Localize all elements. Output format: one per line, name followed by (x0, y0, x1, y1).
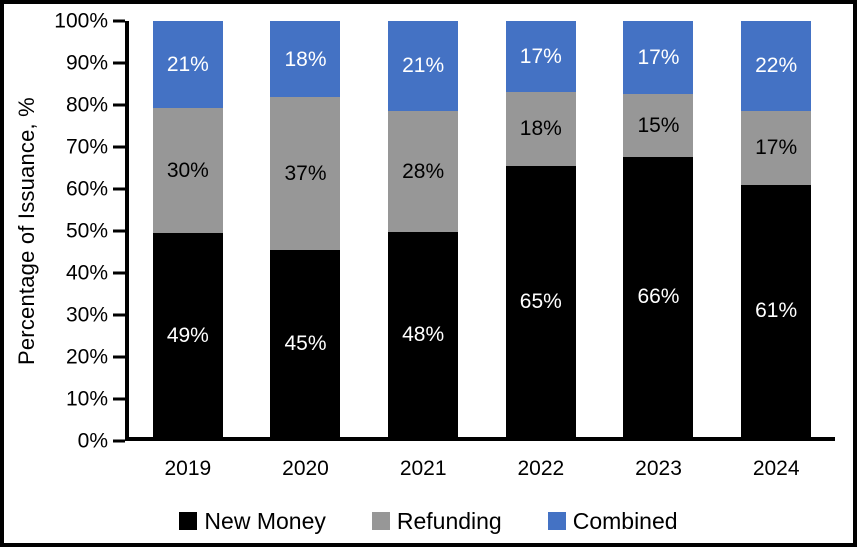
y-tick-mark (113, 187, 125, 191)
legend-item-refunding: Refunding (371, 507, 502, 534)
y-tick-mark (113, 229, 125, 233)
bar-value-label: 22% (755, 54, 798, 78)
y-axis-tick-marks (113, 19, 125, 443)
legend-label: Refunding (396, 507, 502, 534)
bar-value-label: 18% (519, 117, 562, 141)
bar-value-label: 45% (284, 332, 327, 356)
x-axis-label-2024: 2024 (752, 457, 800, 480)
y-axis-tick-labels: 100% 90% 80% 70% 60% 50% 40% 30% 20% 10% 0% (4, 11, 108, 452)
y-tick-label: 20% (65, 345, 108, 369)
bar-2020: 18% 37% 45% (270, 21, 341, 437)
y-tick-label: 10% (65, 387, 108, 411)
bar-segment-combined-2019: 21% (152, 21, 223, 108)
y-tick-mark (113, 271, 125, 275)
legend-swatch-refunding (371, 512, 390, 530)
bar-value-label: 61% (755, 299, 798, 323)
bar-2021: 21% 28% 48% (388, 21, 459, 437)
bar-segment-combined-2024: 22% (741, 21, 812, 111)
plot-area: 21% 30% 49% 18% 37% 45% 21% 28% 48% 17% 18% 65% 17% 1… (125, 21, 835, 441)
legend-label: Combined (572, 507, 678, 534)
bar-segment-combined-2021: 21% (388, 21, 459, 111)
x-axis-label-2021: 2021 (399, 457, 447, 480)
y-tick-label: 100% (54, 9, 108, 33)
y-tick-mark (113, 313, 125, 317)
bar-segment-new-money-2024: 61% (741, 184, 812, 437)
y-tick-label: 70% (65, 135, 108, 159)
y-tick-mark (113, 103, 125, 107)
legend-item-combined: Combined (547, 507, 678, 534)
bar-segment-refunding-2024: 17% (741, 110, 812, 185)
y-tick-mark (113, 61, 125, 65)
bar-value-label: 17% (519, 45, 562, 69)
bar-segment-combined-2022: 17% (505, 21, 576, 93)
bar-value-label: 48% (402, 322, 445, 346)
x-axis-label-2022: 2022 (517, 457, 565, 480)
y-tick-label: 90% (65, 51, 108, 75)
y-tick-mark (113, 439, 125, 443)
bar-segment-refunding-2022: 18% (505, 92, 576, 166)
y-tick-label: 80% (65, 93, 108, 117)
bar-segment-new-money-2019: 49% (152, 233, 223, 437)
y-tick-mark (113, 397, 125, 401)
x-axis-label-2019: 2019 (164, 457, 212, 480)
bar-segment-new-money-2020: 45% (270, 250, 341, 437)
legend-item-new-money: New Money (179, 507, 326, 534)
bar-value-label: 21% (166, 53, 209, 76)
bar-value-label: 17% (755, 136, 798, 160)
bar-value-label: 65% (519, 289, 562, 313)
y-tick-label: 0% (77, 429, 108, 453)
y-tick-mark (113, 145, 125, 149)
bar-value-label: 15% (637, 113, 680, 137)
y-tick-label: 60% (65, 177, 108, 201)
legend-swatch-new-money (179, 512, 198, 530)
bar-2019: 21% 30% 49% (152, 21, 223, 437)
y-tick-label: 50% (65, 219, 108, 243)
bar-2024: 22% 17% 61% (741, 21, 812, 437)
bar-value-label: 49% (166, 323, 209, 347)
y-tick-mark (113, 355, 125, 359)
bar-2022: 17% 18% 65% (505, 21, 576, 437)
bar-value-label: 30% (166, 159, 209, 183)
x-axis-label-2020: 2020 (282, 457, 329, 480)
bar-segment-new-money-2022: 65% (505, 165, 576, 437)
bar-2023: 17% 15% 66% (623, 21, 694, 437)
bar-value-label: 18% (284, 47, 327, 71)
bar-segment-refunding-2020: 37% (270, 97, 341, 251)
bar-value-label: 17% (637, 46, 680, 70)
x-axis-label-2023: 2023 (635, 457, 682, 480)
bar-value-label: 28% (402, 159, 445, 183)
legend: New Money Refunding Combined (4, 505, 853, 537)
legend-label: New Money (204, 507, 326, 534)
y-tick-label: 40% (65, 261, 108, 285)
y-tick-mark (113, 19, 125, 23)
legend-swatch-combined (547, 512, 566, 530)
bar-segment-new-money-2023: 66% (623, 156, 694, 437)
bar-segment-refunding-2023: 15% (623, 94, 694, 157)
bar-segment-new-money-2021: 48% (388, 231, 459, 437)
y-tick-label: 30% (65, 303, 108, 327)
bar-segment-refunding-2021: 28% (388, 110, 459, 232)
bars-container: 21% 30% 49% 18% 37% 45% 21% 28% 48% 17% 18% 65% 17% 1… (129, 21, 835, 437)
bar-value-label: 37% (284, 162, 327, 186)
bar-segment-refunding-2019: 30% (152, 107, 223, 234)
bar-value-label: 66% (637, 285, 680, 309)
x-axis-labels: 2019 2020 2021 2022 2023 2024 (129, 455, 835, 483)
bar-value-label: 21% (402, 54, 445, 78)
bar-segment-combined-2020: 18% (270, 21, 341, 98)
bar-segment-combined-2023: 17% (623, 21, 694, 95)
